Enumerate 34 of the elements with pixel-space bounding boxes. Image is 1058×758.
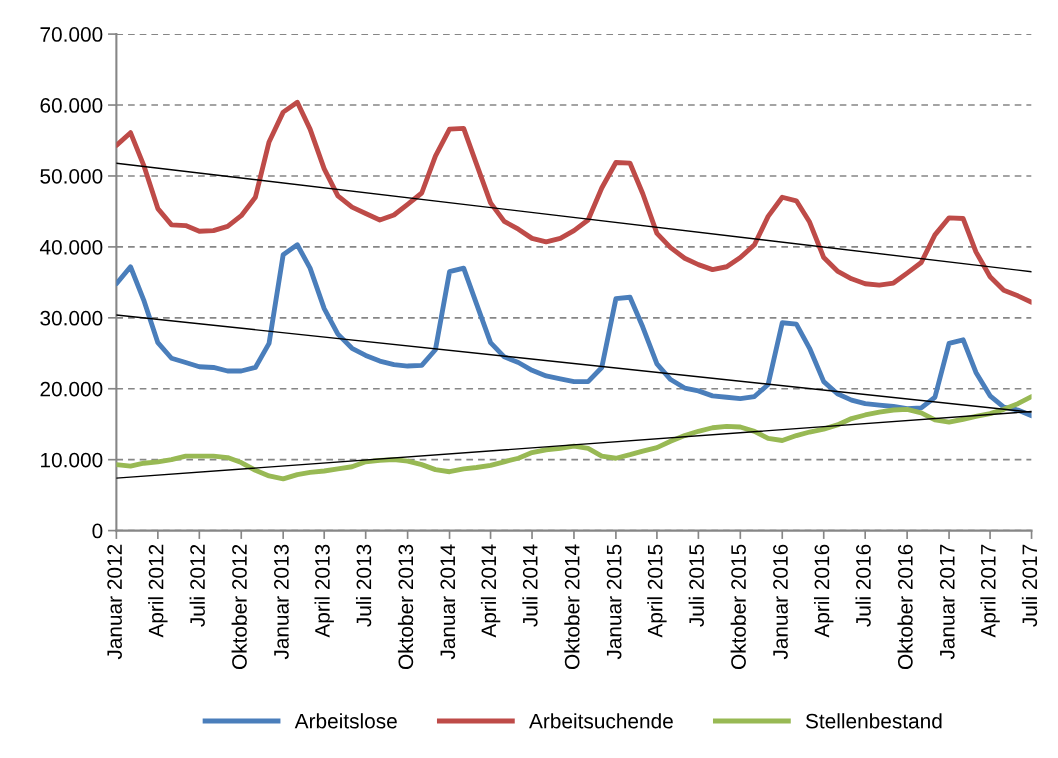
y-tick-label: 70.000 (40, 27, 103, 42)
x-tick-label: Juli 2014 (522, 544, 538, 627)
y-tick-label: 30.000 (40, 310, 103, 326)
y-tick-label: 0 (92, 523, 103, 539)
x-tick-label: Oktober 2016 (897, 544, 913, 670)
x-tick-label: Oktober 2012 (231, 544, 247, 670)
x-tick-label: April 2014 (480, 544, 501, 638)
x-tick-label: April 2017 (980, 544, 1000, 638)
x-tick-label: Januar 2013 (274, 544, 289, 660)
legend-label: Arbeitslose (294, 713, 397, 729)
legend-label: Stellenbestand (805, 713, 942, 729)
x-tick-label: Juli 2012 (189, 544, 205, 627)
y-tick-label: 40.000 (39, 239, 103, 255)
x-tick-label: April 2016 (814, 544, 834, 638)
x-tick-label: Januar 2016 (773, 544, 788, 660)
x-tick-label: Januar 2014 (440, 544, 456, 660)
x-tick-label: Oktober 2014 (564, 544, 580, 670)
x-tick-label: April 2013 (314, 544, 334, 638)
x-tick-label: April 2012 (148, 544, 168, 638)
x-tick-label: Juli 2016 (855, 544, 871, 627)
y-tick-label: 10.000 (41, 452, 103, 468)
y-tick-label: 50.000 (40, 168, 103, 184)
x-tick-label: April 2015 (647, 544, 667, 638)
y-tick-label: 20.000 (40, 381, 103, 397)
x-tick-label: Juli 2017 (1021, 544, 1038, 627)
y-tick-label: 60.000 (40, 98, 103, 113)
x-tick-label: Oktober 2013 (397, 544, 414, 670)
x-tick-label: Oktober 2015 (730, 544, 746, 670)
x-tick-label: Juli 2013 (355, 544, 372, 627)
x-tick-label: Juli 2015 (688, 544, 704, 627)
legend-label: Arbeitsuchende (529, 713, 673, 729)
x-tick-label: Januar 2015 (606, 544, 622, 660)
x-tick-label: Januar 2017 (939, 544, 955, 660)
x-tick-label: Januar 2012 (107, 544, 122, 660)
